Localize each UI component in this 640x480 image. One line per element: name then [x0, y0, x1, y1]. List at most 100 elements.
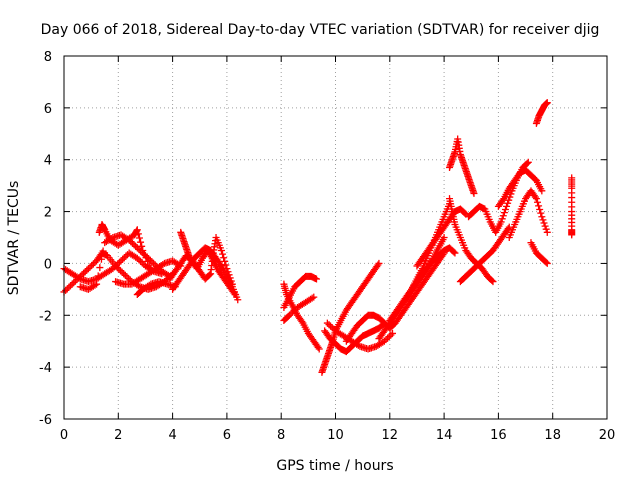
- data-point: [498, 215, 506, 223]
- data-point: [150, 259, 158, 267]
- tick-labels: 0 2 4 6 8 10 12 14 16 18 20 -6 -4 -2 0 2 4 6 8: [39, 50, 615, 443]
- data-point: [568, 231, 576, 239]
- data-point: [374, 261, 382, 269]
- data-point: [99, 247, 107, 255]
- y-tick-label: -2: [39, 309, 52, 324]
- y-tick-label: 8: [44, 50, 52, 65]
- data-point: [314, 343, 322, 351]
- data-point: [67, 282, 75, 290]
- data-point: [504, 199, 512, 207]
- data-point: [83, 266, 91, 274]
- data-point: [145, 281, 153, 289]
- x-tick-label: 18: [544, 428, 561, 443]
- data-point: [450, 248, 458, 256]
- data-point: [542, 258, 550, 266]
- data-point: [312, 275, 320, 283]
- x-tick-label: 14: [436, 428, 453, 443]
- data-point: [428, 256, 436, 264]
- data-point: [117, 257, 125, 265]
- data-point: [489, 278, 497, 286]
- data-point: [91, 281, 99, 289]
- series-track-o: [323, 319, 397, 353]
- series-track-w: [456, 223, 513, 286]
- data-point: [118, 268, 126, 276]
- data-point: [115, 265, 123, 273]
- data-point: [539, 216, 547, 224]
- series-track-aa: [527, 239, 551, 267]
- x-tick-label: 20: [599, 428, 616, 443]
- data-point: [541, 222, 549, 230]
- data-point: [532, 195, 540, 203]
- data-point: [133, 244, 141, 252]
- chart-title: Day 066 of 2018, Sidereal Day-to-day VTE…: [41, 22, 600, 38]
- y-axis-label: SDTVAR / TECUs: [6, 181, 22, 296]
- data-point: [86, 263, 94, 271]
- data-point: [80, 269, 88, 277]
- data-point: [470, 189, 478, 197]
- data-point: [221, 257, 229, 265]
- data-point: [133, 254, 141, 262]
- data-point: [132, 242, 140, 250]
- x-tick-label: 16: [490, 428, 507, 443]
- data-point: [531, 193, 539, 201]
- data-point: [499, 212, 507, 220]
- x-axis-label: GPS time / hours: [276, 458, 393, 474]
- series-track-f: [133, 278, 179, 299]
- data-point: [134, 230, 142, 238]
- data-point: [93, 280, 101, 288]
- data-point: [380, 337, 388, 345]
- data-point: [81, 268, 89, 276]
- data-point: [543, 99, 551, 107]
- data-point: [451, 249, 459, 257]
- data-point: [499, 196, 507, 204]
- data-point: [139, 246, 147, 254]
- data-point: [216, 260, 224, 268]
- y-tick-label: 0: [44, 257, 52, 272]
- data-point: [121, 271, 129, 279]
- data-point: [76, 272, 84, 280]
- data-point: [543, 259, 551, 267]
- data-point: [128, 239, 136, 247]
- data-point: [84, 265, 92, 273]
- data-point: [384, 334, 392, 342]
- data-point: [497, 218, 505, 226]
- x-tick-label: 10: [327, 428, 344, 443]
- x-tick-label: 0: [60, 428, 68, 443]
- data-point: [65, 283, 73, 291]
- data-point: [500, 209, 508, 217]
- data-point: [290, 307, 298, 315]
- data-point: [120, 270, 128, 278]
- data-point: [542, 225, 550, 233]
- data-point: [501, 205, 509, 213]
- x-tick-label: 4: [168, 428, 176, 443]
- data-point: [137, 238, 145, 246]
- series-track-u: [446, 135, 478, 197]
- data-point: [540, 219, 548, 227]
- data-point: [505, 196, 513, 204]
- data-point: [217, 246, 225, 254]
- data-point: [310, 293, 318, 301]
- y-tick-label: 4: [44, 154, 52, 169]
- data-point: [234, 296, 242, 304]
- data-point: [135, 256, 143, 264]
- data-point: [533, 198, 541, 206]
- data-point: [75, 274, 83, 282]
- x-tick-label: 2: [114, 428, 122, 443]
- data-point: [122, 252, 130, 260]
- data-point: [298, 318, 306, 326]
- data-point: [63, 285, 71, 293]
- data-point: [287, 310, 295, 318]
- y-tick-label: -4: [39, 361, 52, 376]
- data-point: [123, 273, 131, 281]
- series-track-ac: [568, 174, 576, 239]
- data-point: [88, 262, 96, 270]
- data-point: [116, 267, 124, 275]
- data-point: [145, 261, 153, 269]
- data-point: [323, 319, 331, 327]
- data-point: [382, 336, 390, 344]
- grid-lines: [64, 56, 607, 419]
- data-point: [89, 260, 97, 268]
- data-point: [140, 250, 148, 258]
- series-track-b: [60, 249, 177, 296]
